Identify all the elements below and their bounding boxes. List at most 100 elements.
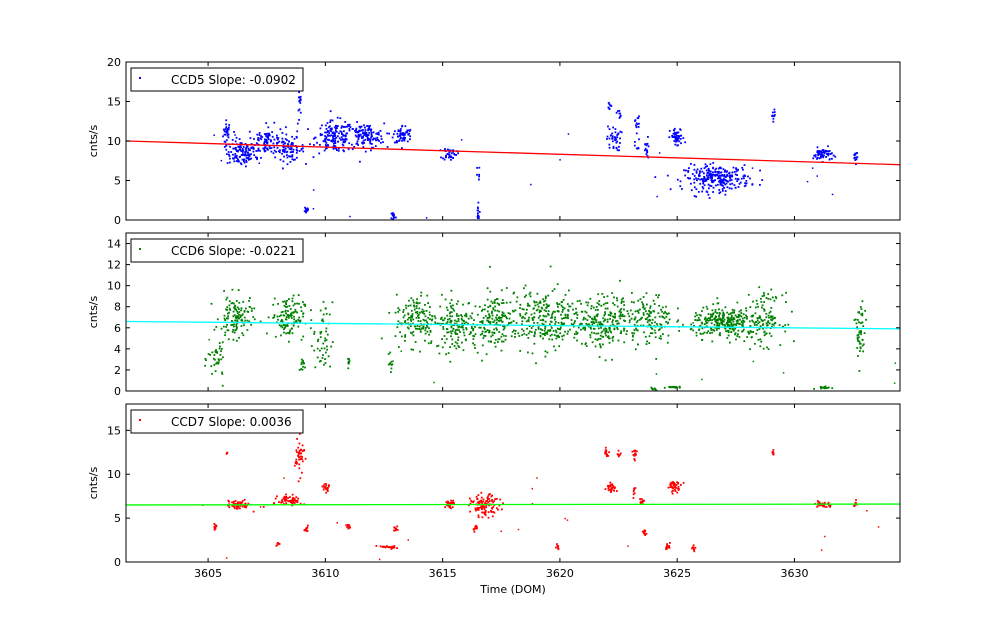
data-point (561, 335, 563, 338)
data-point (727, 330, 730, 332)
data-point (547, 294, 550, 297)
data-point (225, 123, 227, 126)
data-point (731, 315, 733, 317)
data-point (235, 505, 238, 508)
data-point (490, 495, 493, 498)
data-point (452, 308, 454, 310)
data-point (476, 351, 479, 354)
data-point (651, 319, 654, 321)
data-point (287, 310, 289, 312)
data-point (334, 135, 337, 137)
data-point (302, 335, 305, 338)
data-point (819, 155, 822, 158)
data-point (296, 438, 298, 440)
data-point (405, 304, 407, 307)
data-point (547, 310, 550, 312)
data-point (511, 309, 514, 312)
data-point (689, 328, 692, 331)
data-point (623, 315, 626, 318)
data-point (547, 314, 550, 316)
legend: CCD6 Slope: -0.0221 (130, 238, 304, 263)
data-point (283, 503, 285, 505)
data-point (585, 311, 588, 314)
data-point (749, 320, 751, 323)
data-point (407, 305, 410, 307)
data-point (278, 151, 281, 154)
data-point (817, 154, 820, 156)
axes-frame (125, 403, 901, 563)
data-point (226, 451, 229, 454)
data-point (648, 315, 650, 317)
data-point (542, 304, 545, 306)
data-point (517, 528, 520, 531)
data-point (877, 526, 880, 528)
data-point (521, 308, 524, 310)
data-point (693, 175, 696, 177)
data-point (669, 385, 672, 388)
data-point (245, 307, 247, 310)
data-point (449, 360, 452, 363)
data-point (697, 177, 700, 180)
data-point (861, 314, 864, 317)
data-point (321, 319, 323, 322)
data-point (636, 329, 639, 332)
data-point (457, 345, 460, 347)
data-point (234, 156, 236, 159)
data-point (633, 488, 635, 491)
data-point (549, 329, 552, 332)
data-point (629, 309, 632, 312)
data-point (673, 136, 676, 138)
data-point (719, 191, 722, 194)
data-point (302, 150, 305, 153)
data-point (213, 527, 216, 529)
data-point (474, 526, 477, 528)
data-point (324, 140, 327, 143)
data-point (604, 307, 607, 310)
data-point (324, 337, 327, 340)
data-point (491, 494, 493, 497)
data-point (294, 302, 296, 305)
data-point (620, 311, 622, 314)
data-point (638, 122, 640, 125)
data-point (823, 151, 826, 153)
data-point (645, 292, 648, 295)
data-point (367, 125, 369, 128)
data-point (259, 320, 262, 323)
data-point (705, 325, 708, 328)
data-point (395, 527, 398, 530)
data-point (558, 336, 560, 338)
data-point (633, 450, 635, 452)
data-point (673, 481, 675, 484)
data-point (253, 307, 256, 310)
data-point (551, 333, 553, 336)
data-point (719, 182, 722, 185)
data-point (505, 301, 508, 304)
data-point (526, 327, 528, 330)
data-point (722, 168, 725, 171)
data-point (228, 155, 231, 157)
data-point (303, 529, 306, 532)
data-point (483, 328, 486, 330)
data-point (365, 132, 368, 134)
legend: CCD5 Slope: -0.0902 (130, 67, 304, 92)
data-point (304, 210, 307, 212)
data-point (528, 293, 531, 296)
data-point (617, 339, 620, 342)
data-point (759, 169, 761, 172)
data-point (240, 502, 242, 505)
data-point (290, 312, 292, 315)
data-point (770, 316, 773, 319)
data-point (486, 329, 489, 331)
data-point (295, 146, 298, 149)
data-point (326, 345, 328, 348)
data-point (694, 315, 697, 318)
data-point (248, 130, 251, 133)
data-point (539, 328, 542, 331)
data-point (452, 157, 454, 159)
data-point (290, 148, 292, 151)
data-point (296, 499, 298, 502)
data-point (536, 308, 539, 311)
data-point (413, 304, 415, 307)
data-point (491, 312, 493, 315)
